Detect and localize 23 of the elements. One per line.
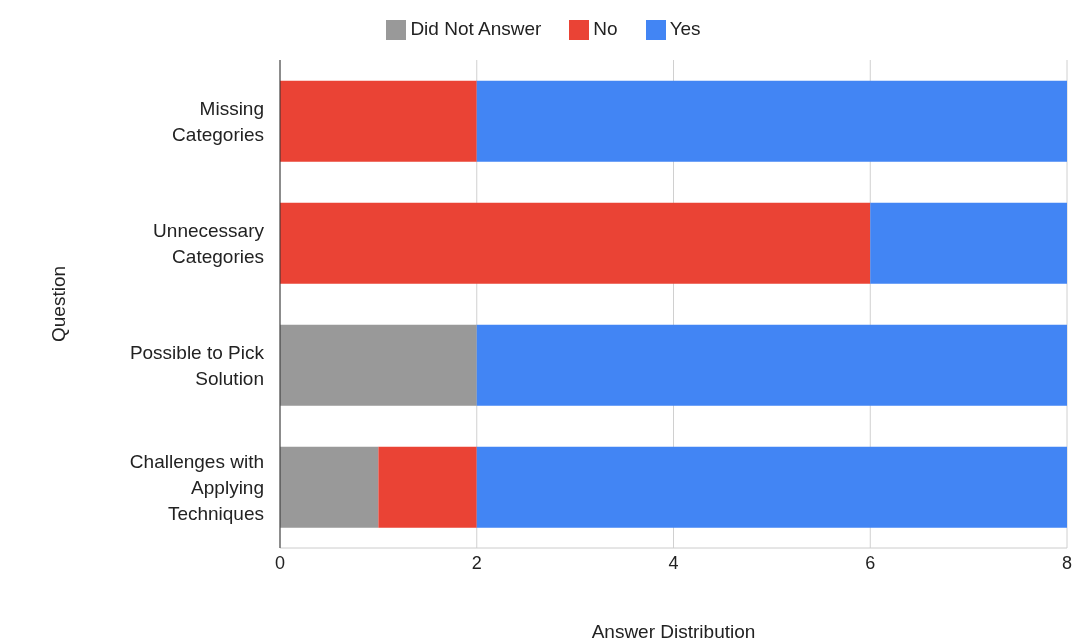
bar — [280, 446, 379, 528]
y-tick-label: Challenges with Applying Techniques — [129, 450, 264, 524]
x-tick-label: 4 — [668, 552, 679, 573]
y-tick-label: Unnecessary Categories — [153, 219, 265, 267]
bar — [476, 80, 1067, 162]
legend-label: Did Not Answer — [410, 18, 542, 39]
y-axis-title: Question — [47, 265, 69, 343]
bar — [476, 446, 1067, 528]
bar — [378, 446, 477, 528]
x-tick-label: 2 — [471, 552, 482, 573]
x-axis-title: Answer Distribution — [591, 621, 756, 642]
bar — [476, 324, 1067, 406]
x-tick-label: 0 — [274, 552, 286, 573]
legend-label: Yes — [669, 18, 701, 39]
y-tick-label: Possible to Pick Solution — [129, 341, 265, 389]
bar — [280, 324, 477, 406]
bar — [280, 202, 871, 284]
bar — [870, 202, 1067, 284]
bar — [280, 80, 477, 162]
legend-label: No — [593, 18, 618, 39]
y-tick-label: Missing Categories — [172, 97, 264, 145]
x-tick-label: 6 — [865, 552, 876, 573]
x-tick-label: 8 — [1061, 552, 1073, 573]
